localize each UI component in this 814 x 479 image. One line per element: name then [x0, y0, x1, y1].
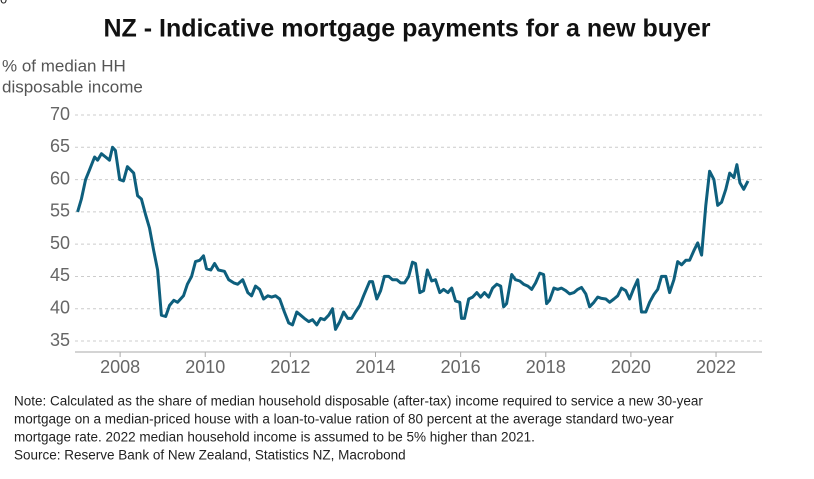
x-tick-label: 2022: [696, 357, 736, 377]
y-tick-label: 40: [50, 297, 70, 317]
y-tick-label: 60: [50, 168, 70, 188]
x-tick-label: 2008: [100, 357, 140, 377]
x-tick-label: 2012: [270, 357, 310, 377]
x-tick-label: 2014: [355, 357, 395, 377]
y-tick-label: 65: [50, 136, 70, 156]
y-axis-label: % of median HH: [2, 56, 126, 75]
note: mortgage on a median-priced house with a…: [14, 412, 674, 427]
chart-title: NZ - Indicative mortgage payments for a …: [103, 15, 710, 43]
y-tick-label: 55: [50, 201, 70, 221]
x-tick-label: 2016: [441, 357, 481, 377]
y-tick-label: 70: [50, 104, 70, 124]
value-label: 60: [0, 0, 7, 6]
note: Note: Calculated as the share of median …: [14, 394, 703, 409]
x-tick-label: 2018: [526, 357, 566, 377]
x-tick-label: 2010: [185, 357, 225, 377]
note: mortgage rate. 2022 median household inc…: [14, 430, 535, 445]
x-tick-label: 2020: [611, 357, 651, 377]
source: Source: Reserve Bank of New Zealand, Sta…: [14, 448, 406, 463]
y-tick-label: 35: [50, 330, 70, 350]
line: [76, 145, 750, 331]
y-axis-label: disposable income: [2, 77, 143, 96]
y-tick-label: 50: [50, 233, 70, 253]
y-tick-label: 45: [50, 265, 70, 285]
